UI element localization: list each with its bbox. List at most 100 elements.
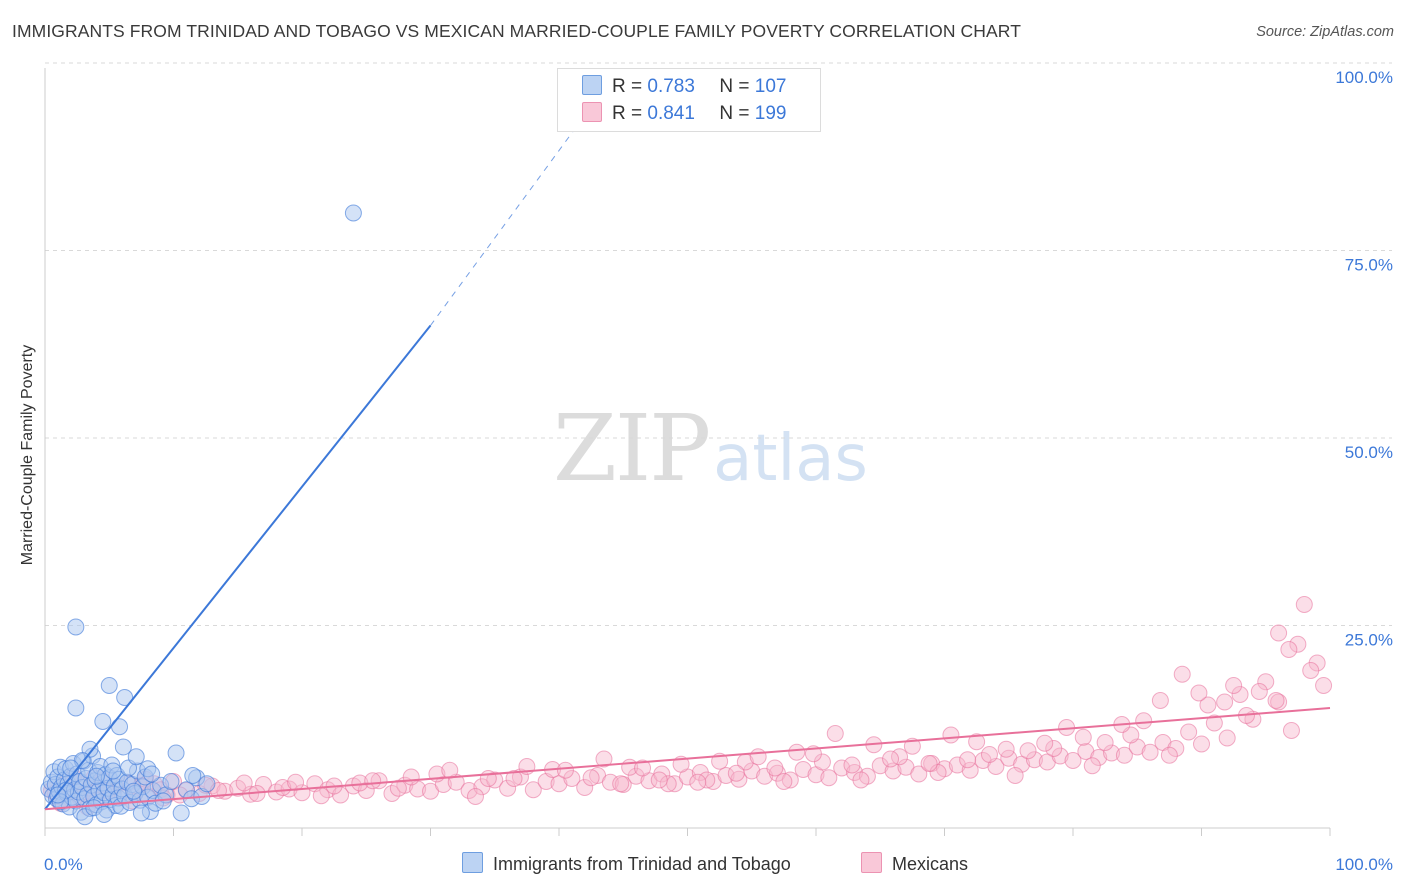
point-mexicans <box>332 786 350 804</box>
point-mexicans <box>582 769 600 787</box>
point-mexicans <box>794 761 812 778</box>
point-mexicans <box>717 767 735 784</box>
point-mexicans <box>1270 624 1288 642</box>
point-mexicans <box>961 761 979 779</box>
point-mexicans <box>460 782 478 799</box>
point-mexicans <box>1205 714 1223 732</box>
y-axis-label: Married-Couple Family Poverty <box>19 344 36 566</box>
point-mexicans <box>1141 743 1159 761</box>
point-mexicans <box>920 755 938 772</box>
point-mexicans <box>1295 596 1313 613</box>
point-mexicans <box>948 756 966 774</box>
legend-row-mexicans: R = 0.841 N = 199 <box>582 102 786 126</box>
point-mexicans <box>441 761 459 779</box>
point-mexicans <box>1064 752 1082 769</box>
source-label: Source: ZipAtlas.com <box>1256 24 1394 40</box>
bottom-legend-label-mexicans: Mexicans <box>892 854 969 874</box>
point-mexicans <box>1036 734 1054 752</box>
point-trinidad <box>344 204 362 222</box>
point-mexicans <box>852 771 870 789</box>
trend-line-mexicans <box>44 707 1331 811</box>
point-trinidad <box>94 713 112 730</box>
y-tick-label: 100.0% <box>1335 68 1393 87</box>
point-trinidad <box>100 677 118 694</box>
point-mexicans <box>389 779 407 797</box>
point-mexicans <box>1282 722 1300 739</box>
point-mexicans <box>505 770 523 787</box>
point-mexicans <box>466 788 484 805</box>
point-mexicans <box>1115 746 1133 764</box>
point-trinidad <box>62 759 80 777</box>
point-trinidad <box>162 773 180 790</box>
legend-n-label: N = <box>719 76 755 97</box>
point-mexicans <box>1019 742 1037 760</box>
point-mexicans <box>1267 692 1285 709</box>
watermark-zip: ZIP <box>553 395 711 502</box>
stats-legend: R = 0.783 N = 107 R = 0.841 N = 199 <box>557 68 821 132</box>
trend-line-trinidad-extension <box>430 115 586 326</box>
gridlines <box>45 62 1392 626</box>
point-trinidad <box>114 738 132 756</box>
point-mexicans <box>1045 740 1063 757</box>
point-mexicans <box>727 764 745 782</box>
legend-n-value: 107 <box>754 76 787 97</box>
trend-line-trinidad <box>44 324 432 810</box>
point-mexicans <box>364 772 382 790</box>
point-mexicans <box>486 771 504 789</box>
point-trinidad <box>67 699 85 717</box>
point-trinidad <box>127 748 145 766</box>
point-mexicans <box>595 750 613 768</box>
legend-row-trinidad: R = 0.783 N = 107 <box>582 75 786 99</box>
point-mexicans <box>826 725 844 742</box>
point-mexicans <box>1280 641 1298 658</box>
point-mexicans <box>1270 693 1288 711</box>
point-mexicans <box>775 773 793 790</box>
point-mexicans <box>997 740 1015 758</box>
point-mexicans <box>1250 683 1268 700</box>
point-trinidad <box>95 806 113 823</box>
point-trinidad <box>104 762 122 780</box>
point-mexicans <box>1289 635 1307 653</box>
legend-swatch-trinidad <box>582 75 602 95</box>
point-mexicans <box>1173 665 1191 683</box>
point-mexicans <box>634 759 652 777</box>
point-mexicans <box>434 776 452 793</box>
point-mexicans <box>612 775 630 793</box>
y-tick-label: 75.0% <box>1345 256 1393 275</box>
legend-n-value: 199 <box>754 103 787 124</box>
data-points <box>40 204 1333 826</box>
point-mexicans <box>1199 696 1217 714</box>
legend-n-label: N = <box>719 103 755 124</box>
legend-r-value: 0.783 <box>647 76 695 97</box>
point-mexicans <box>1315 677 1333 694</box>
bottom-legend-trinidad: Immigrants from Trinidad and Tobago <box>462 852 791 875</box>
point-mexicans <box>843 756 861 774</box>
point-mexicans <box>942 726 960 744</box>
point-mexicans <box>968 733 986 751</box>
point-mexicans <box>820 769 838 787</box>
point-mexicans <box>959 751 977 769</box>
point-mexicans <box>689 773 707 791</box>
watermark-atlas: atlas <box>713 422 868 496</box>
point-trinidad <box>184 767 202 784</box>
point-mexicans <box>749 748 767 766</box>
point-mexicans <box>499 779 517 797</box>
point-mexicans <box>871 757 889 775</box>
point-mexicans <box>1180 723 1198 741</box>
point-mexicans <box>903 737 921 755</box>
bottom-legend-label-trinidad: Immigrants from Trinidad and Tobago <box>493 854 791 874</box>
point-trinidad <box>198 775 216 793</box>
axes <box>44 68 1331 836</box>
point-mexicans <box>1218 729 1236 747</box>
bottom-legend-swatch-trinidad <box>462 852 483 873</box>
trend-lines <box>44 115 1331 811</box>
point-mexicans <box>287 773 305 791</box>
point-trinidad <box>172 804 190 822</box>
chart-title: IMMIGRANTS FROM TRINIDAD AND TOBAGO VS M… <box>12 21 1022 41</box>
point-trinidad <box>67 618 85 636</box>
point-mexicans <box>1074 728 1092 746</box>
point-trinidad <box>167 744 185 762</box>
point-trinidad <box>116 689 134 706</box>
legend-swatch-mexicans <box>582 102 602 122</box>
